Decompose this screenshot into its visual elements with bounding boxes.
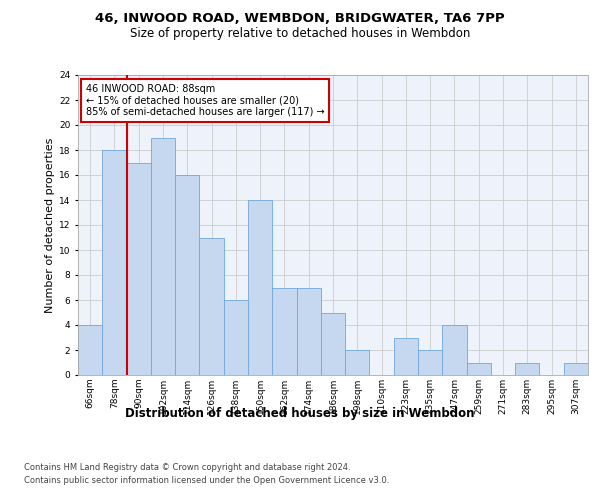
Bar (224, 300, 248, 375)
Bar (102, 150, 127, 375)
Text: Contains public sector information licensed under the Open Government Licence v3: Contains public sector information licen… (24, 476, 389, 485)
Bar (296, 288, 321, 375)
Bar (564, 362, 588, 375)
Y-axis label: Number of detached properties: Number of detached properties (44, 138, 55, 312)
Text: Size of property relative to detached houses in Wembdon: Size of property relative to detached ho… (130, 28, 470, 40)
Bar (442, 325, 467, 375)
Bar (248, 200, 272, 375)
Bar (345, 350, 370, 375)
Text: 46 INWOOD ROAD: 88sqm
← 15% of detached houses are smaller (20)
85% of semi-deta: 46 INWOOD ROAD: 88sqm ← 15% of detached … (86, 84, 324, 117)
Bar (175, 175, 199, 375)
Bar (467, 362, 491, 375)
Text: Contains HM Land Registry data © Crown copyright and database right 2024.: Contains HM Land Registry data © Crown c… (24, 462, 350, 471)
Text: 46, INWOOD ROAD, WEMBDON, BRIDGWATER, TA6 7PP: 46, INWOOD ROAD, WEMBDON, BRIDGWATER, TA… (95, 12, 505, 26)
Bar (199, 238, 224, 375)
Bar (515, 362, 539, 375)
Text: Distribution of detached houses by size in Wembdon: Distribution of detached houses by size … (125, 408, 475, 420)
Bar (321, 312, 345, 375)
Bar (151, 138, 175, 375)
Bar (418, 350, 442, 375)
Bar (272, 288, 296, 375)
Bar (127, 162, 151, 375)
Bar (78, 325, 102, 375)
Bar (394, 338, 418, 375)
